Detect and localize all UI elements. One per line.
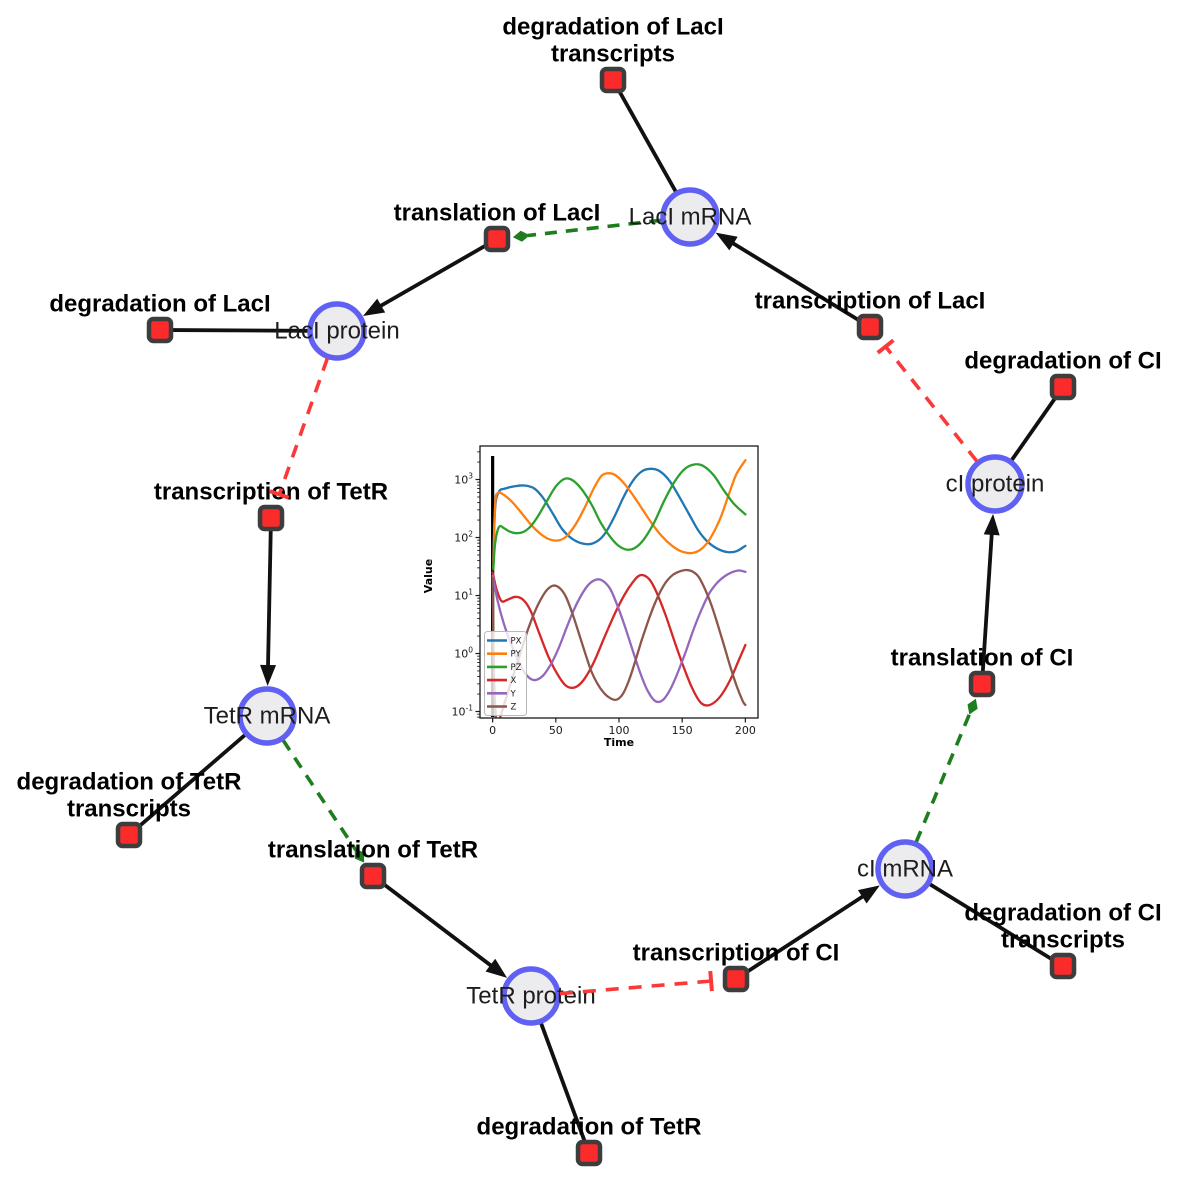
inhibitor-tbar-icon — [269, 489, 290, 500]
species-label-laci-mrna: LacI mRNA — [629, 204, 752, 231]
y-axis-tick-label: 100 — [454, 646, 473, 661]
species-label-ci-mrna: cI mRNA — [857, 856, 953, 883]
reaction-label-txn-ci: transcription of CI — [633, 940, 840, 967]
x-axis-tick-label: 100 — [609, 724, 630, 737]
species-node-laci-protein[interactable] — [307, 301, 367, 361]
reaction-node-txn-laci[interactable] — [856, 313, 884, 341]
reaction-node-deg-tetr[interactable] — [575, 1139, 603, 1167]
y-axis-tick-label: 10-1 — [452, 704, 474, 719]
reaction-node-transl-laci[interactable] — [483, 225, 511, 253]
y-axis-tick-label: 103 — [454, 472, 473, 487]
species-label-tetr-mrna: TetR mRNA — [204, 703, 331, 730]
inhibitor-edge-ci-protein-to-txn-laci — [884, 345, 979, 463]
series-curve-pz — [492, 463, 747, 571]
species-node-tetr-protein[interactable] — [501, 966, 561, 1026]
reactant-edge-ci-protein-to-deg-ci — [1010, 396, 1058, 462]
x-axis-tick-label: 0 — [489, 724, 496, 737]
series-curve-px — [492, 467, 747, 562]
species-node-laci-mrna[interactable] — [660, 187, 720, 247]
arrowhead-icon — [260, 664, 277, 687]
labels-layer: LacI mRNA LacI protein TetR mRNA TetR prote… — [17, 14, 1162, 1141]
reaction-label-deg-laci-tx: transcripts — [551, 41, 675, 68]
reactant-edge-laci-mrna-to-deg-laci-tx — [617, 90, 678, 193]
legend-label-py: PY — [511, 650, 522, 660]
reaction-label-deg-tetr-tx: degradation of TetR — [17, 769, 242, 796]
reaction-node-deg-laci-tx[interactable] — [599, 66, 627, 94]
reaction-label-deg-laci: degradation of LacI — [49, 291, 270, 318]
arrowhead-icon — [485, 958, 508, 978]
reaction-label-deg-tetr: degradation of TetR — [477, 1114, 702, 1141]
reaction-node-deg-ci[interactable] — [1049, 373, 1077, 401]
product-edge-transl-ci-to-ci-protein — [980, 529, 994, 672]
reaction-label-deg-laci-tx: degradation of LacI — [502, 14, 723, 41]
reaction-node-txn-ci[interactable] — [722, 965, 750, 993]
arrowhead-icon — [983, 513, 1000, 536]
modifier-edge-laci-mrna-to-transl-laci — [527, 218, 662, 238]
species-node-ci-mrna[interactable] — [875, 839, 935, 899]
reaction-node-txn-tetr[interactable] — [257, 504, 285, 532]
product-edge-txn-tetr-to-tetr-mrna — [266, 530, 273, 671]
inhibitor-edge-laci-protein-to-txn-tetr — [277, 357, 330, 496]
x-axis-tick-label: 200 — [735, 724, 756, 737]
reaction-label-deg-ci-tx: degradation of CI — [964, 900, 1161, 927]
x-axis-tick-label: 150 — [672, 724, 693, 737]
reaction-node-transl-ci[interactable] — [968, 670, 996, 698]
reactant-edge-tetr-mrna-to-deg-tetr-tx — [137, 733, 247, 828]
inhibitor-edge-tetr-protein-to-txn-ci — [559, 979, 712, 996]
reaction-label-deg-tetr-tx: transcripts — [67, 796, 191, 823]
modifier-edge-tetr-mrna-to-transl-tetr — [281, 739, 358, 852]
reaction-node-deg-ci-tx[interactable] — [1049, 952, 1077, 980]
inhibitor-tbar-icon — [876, 338, 895, 355]
species-node-tetr-mrna[interactable] — [237, 686, 297, 746]
modifier-diamond-icon — [354, 848, 365, 863]
reactant-edge-laci-protein-to-deg-laci — [172, 328, 309, 333]
legend-label-x: X — [511, 676, 517, 686]
reaction-label-deg-ci: degradation of CI — [964, 348, 1161, 375]
product-edge-transl-laci-to-laci-protein — [375, 243, 487, 310]
y-axis-tick-label: 102 — [454, 530, 473, 545]
legend-label-y: Y — [510, 689, 517, 699]
x-axis-title: Time — [604, 736, 634, 749]
product-edge-txn-laci-to-laci-mrna — [728, 239, 860, 322]
species-label-tetr-protein: TetR protein — [466, 983, 595, 1010]
inhibitor-tbar-icon — [708, 970, 714, 992]
reaction-label-transl-tetr: translation of TetR — [268, 837, 478, 864]
species-node-ci-protein[interactable] — [965, 454, 1025, 514]
series-curve-py — [492, 459, 747, 569]
x-axis-tick-label: 50 — [549, 724, 563, 737]
modifier-edge-ci-mrna-to-transl-ci — [914, 711, 972, 843]
arrowhead-icon — [363, 298, 386, 317]
reaction-label-transl-laci: translation of LacI — [394, 200, 601, 227]
reactant-edge-ci-mrna-to-deg-ci-tx — [928, 882, 1053, 961]
legend-label-px: PX — [511, 637, 522, 647]
species-label-ci-protein: cI protein — [946, 471, 1045, 498]
reaction-node-transl-tetr[interactable] — [359, 862, 387, 890]
inhibitor-edges-layer — [269, 338, 979, 996]
reaction-node-deg-tetr-tx[interactable] — [115, 821, 143, 849]
species-label-laci-protein: LacI protein — [274, 318, 399, 345]
series-curve-x — [491, 571, 747, 707]
product-edge-txn-ci-to-ci-mrna — [745, 892, 868, 974]
modifier-diamond-icon — [512, 230, 530, 242]
arrowhead-icon — [857, 885, 880, 904]
series-curve-y — [491, 569, 747, 704]
legend-label-pz: PZ — [511, 663, 522, 673]
nodes-layer — [115, 66, 1077, 1167]
modifier-diamond-icon — [967, 698, 978, 715]
arrowhead-icon — [715, 232, 738, 251]
y-axis-tick-label: 101 — [454, 588, 473, 603]
edges-layer — [137, 90, 1058, 1142]
reactant-edge-tetr-protein-to-deg-tetr — [539, 1022, 587, 1142]
inset-plot: 0 50 100 150 200 10-1 100 101 102 103 Time Value PX P… — [422, 445, 759, 749]
reaction-label-transl-ci: translation of CI — [891, 645, 1074, 672]
y-axis-title: Value — [422, 559, 435, 593]
product-edge-transl-tetr-to-tetr-protein — [382, 882, 496, 970]
reaction-node-deg-laci[interactable] — [146, 316, 174, 344]
reaction-label-txn-laci: transcription of LacI — [755, 288, 986, 315]
reaction-label-deg-ci-tx: transcripts — [1001, 927, 1125, 954]
legend-label-z: Z — [511, 703, 517, 713]
